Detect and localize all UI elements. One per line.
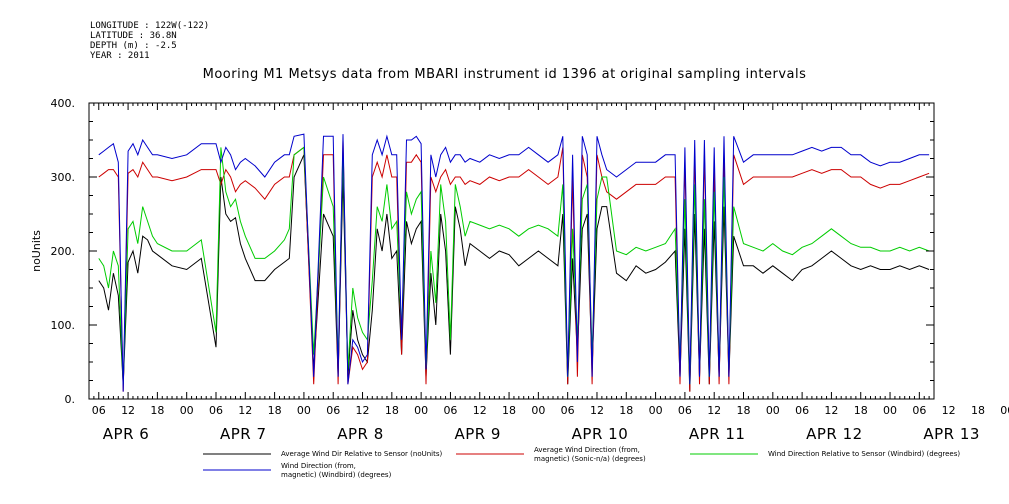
x-hour-label: 00 (649, 404, 663, 417)
x-hour-label: 12 (707, 404, 721, 417)
x-hour-label: 18 (385, 404, 399, 417)
x-hour-label: 00 (414, 404, 428, 417)
x-day-label: APR 11 (689, 425, 746, 443)
x-hour-label: 18 (971, 404, 985, 417)
x-day-label: APR 6 (103, 425, 150, 443)
series-line-3 (98, 146, 930, 385)
x-hour-label: 12 (590, 404, 604, 417)
legend-label: Wind Direction Relative to Sensor (Windb… (768, 450, 960, 458)
x-hour-label: 18 (854, 404, 868, 417)
latitude-text: LATITUDE : 36.8N (90, 31, 177, 41)
y-tick-label: 0. (65, 393, 76, 406)
legend-label: Average Wind Direction (from, (534, 446, 640, 454)
x-hour-label: 18 (619, 404, 633, 417)
x-hour-label: 18 (150, 404, 164, 417)
series-line-1 (98, 154, 930, 392)
y-tick-label: 200. (51, 245, 76, 258)
x-hour-label: 00 (883, 404, 897, 417)
legend-label-line2: magnetic) (Windbird) (degrees) (281, 471, 392, 479)
series-layer (98, 133, 930, 392)
x-hour-label: 12 (473, 404, 487, 417)
x-hour-label: 18 (502, 404, 516, 417)
x-hour-label: 00 (766, 404, 780, 417)
y-tick-label: 300. (51, 171, 76, 184)
longitude-text: LONGITUDE : 122W(-122) (90, 21, 210, 31)
legend-label: Average Wind Dir Relative to Sensor (noU… (281, 450, 442, 458)
x-hour-label: 12 (238, 404, 252, 417)
x-hour-label: 06 (561, 404, 575, 417)
y-tick-label: 100. (51, 319, 76, 332)
x-day-label: APR 10 (572, 425, 629, 443)
x-hour-label: 12 (942, 404, 956, 417)
legend-label-line2: magnetic) (Sonic-n/a) (degrees) (534, 455, 646, 463)
x-hour-label: 18 (737, 404, 751, 417)
plot-frame (88, 102, 935, 400)
x-hour-label: 00 (1000, 404, 1009, 417)
x-hour-label: 12 (824, 404, 838, 417)
x-hour-label: 18 (268, 404, 282, 417)
x-day-label: APR 9 (454, 425, 501, 443)
y-axis-label: noUnits (30, 230, 43, 272)
legend-label: Wind Direction (from, (281, 462, 356, 470)
x-hour-label: 06 (92, 404, 106, 417)
labels-layer: 0. 100. 200. 300. 400. 06 12 18 00 06 12 18 00 06 12 18… (51, 97, 1009, 443)
series-line-4 (98, 133, 930, 392)
legend: Average Wind Dir Relative to Sensor (noU… (203, 446, 960, 479)
x-hour-label: 12 (356, 404, 370, 417)
x-hour-label: 00 (180, 404, 194, 417)
x-hour-label: 06 (326, 404, 340, 417)
x-hour-label: 06 (209, 404, 223, 417)
x-hour-label: 06 (443, 404, 457, 417)
y-tick-label: 400. (51, 97, 76, 110)
x-hour-label: 00 (531, 404, 545, 417)
depth-text: DEPTH (m) : -2.5 (90, 41, 177, 51)
metadata-block: LONGITUDE : 122W(-122) LATITUDE : 36.8N … (90, 21, 209, 61)
x-day-label: APR 12 (806, 425, 863, 443)
series-line-2 (98, 139, 930, 392)
year-text: YEAR : 2011 (90, 51, 150, 61)
x-hour-label: 06 (678, 404, 692, 417)
x-day-label: APR 7 (220, 425, 267, 443)
x-hour-label: 06 (912, 404, 926, 417)
x-hour-label: 00 (297, 404, 311, 417)
ticks-layer (88, 102, 935, 400)
x-day-label: APR 8 (337, 425, 384, 443)
chart-title: Mooring M1 Metsys data from MBARI instru… (202, 67, 807, 82)
x-hour-label: 06 (795, 404, 809, 417)
x-day-label: APR 13 (923, 425, 980, 443)
x-hour-label: 12 (121, 404, 135, 417)
